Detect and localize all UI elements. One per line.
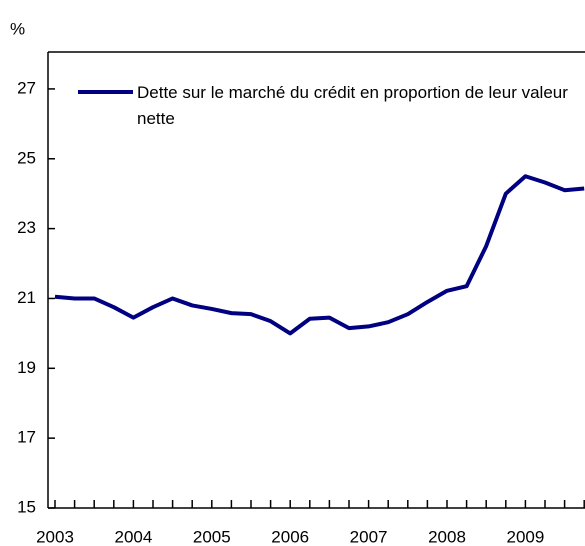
x-tick-label: 2003 bbox=[36, 527, 74, 546]
x-tick-label: 2008 bbox=[428, 527, 466, 546]
y-tick-label: 21 bbox=[17, 288, 36, 307]
y-tick-label: 15 bbox=[17, 497, 36, 516]
y-tick-label: 17 bbox=[17, 428, 36, 447]
x-tick-label: 2009 bbox=[506, 527, 544, 546]
data-line bbox=[54, 174, 585, 336]
x-tick-label: 2006 bbox=[271, 527, 309, 546]
x-tick-label: 2004 bbox=[114, 527, 152, 546]
y-tick-label: 19 bbox=[17, 358, 36, 377]
y-tick-label: 23 bbox=[17, 218, 36, 237]
y-tick-label: 27 bbox=[17, 78, 36, 97]
y-axis-label: % bbox=[10, 19, 25, 38]
legend-label: Dette sur le marché du crédit en proport… bbox=[137, 83, 568, 128]
x-tick-label: 2007 bbox=[350, 527, 388, 546]
x-tick-label: 2005 bbox=[193, 527, 231, 546]
y-tick-label: 25 bbox=[17, 148, 36, 167]
